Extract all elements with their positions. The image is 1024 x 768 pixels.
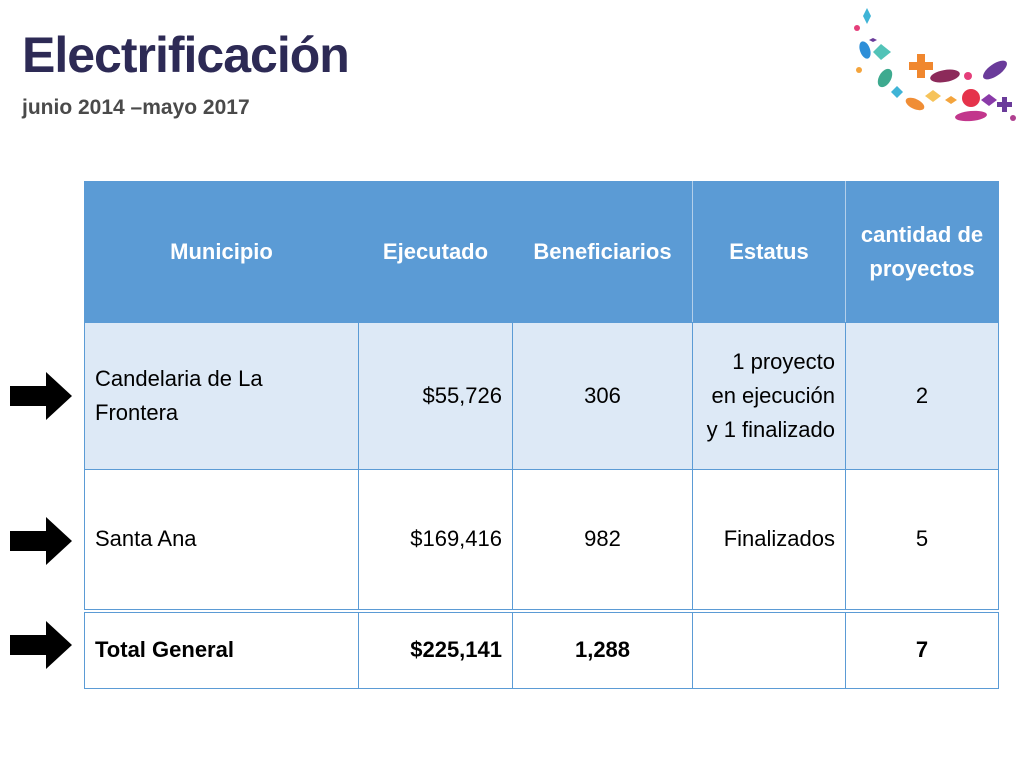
total-cantidad: 7	[845, 610, 999, 689]
right-arrow-icon	[10, 372, 72, 420]
page-title: Electrificación	[22, 27, 350, 83]
cell-municipio: Santa Ana	[84, 469, 359, 613]
table-total-row: Total General $225,141 1,288 7	[84, 610, 999, 689]
page-subtitle: junio 2014 –mayo 2017	[22, 96, 250, 119]
electrification-table: Municipio Ejecutado Beneficiarios Estatu…	[84, 181, 999, 689]
table-row: Santa Ana $169,416 982 Finalizados 5	[84, 469, 999, 613]
cell-cantidad: 5	[845, 469, 999, 613]
cell-municipio: Candelaria de La Frontera	[84, 322, 359, 470]
cell-ejecutado: $55,726	[358, 322, 513, 470]
confetti-shapes	[854, 8, 1016, 122]
cell-ejecutado: $169,416	[358, 469, 513, 613]
table-header-row: Municipio Ejecutado Beneficiarios Estatu…	[84, 181, 999, 323]
right-arrow-icon	[10, 517, 72, 565]
total-label: Total General	[84, 610, 359, 689]
total-ejecutado: $225,141	[358, 610, 513, 689]
column-header-beneficiarios: Beneficiarios	[512, 181, 693, 323]
cell-beneficiarios: 982	[512, 469, 693, 613]
total-beneficiarios: 1,288	[512, 610, 693, 689]
column-header-estatus: Estatus	[692, 181, 846, 323]
column-header-municipio: Municipio	[84, 181, 359, 323]
column-header-ejecutado: Ejecutado	[358, 181, 513, 323]
cell-cantidad: 2	[845, 322, 999, 470]
cell-estatus: Finalizados	[692, 469, 846, 613]
column-header-cantidad: cantidad de proyectos	[845, 181, 999, 323]
right-arrow-icon	[10, 621, 72, 669]
cell-beneficiarios: 306	[512, 322, 693, 470]
confetti-decoration	[854, 8, 1016, 122]
total-estatus	[692, 610, 846, 689]
cell-estatus: 1 proyecto en ejecución y 1 finalizado	[692, 322, 846, 470]
table-row: Candelaria de La Frontera $55,726 306 1 …	[84, 322, 999, 470]
